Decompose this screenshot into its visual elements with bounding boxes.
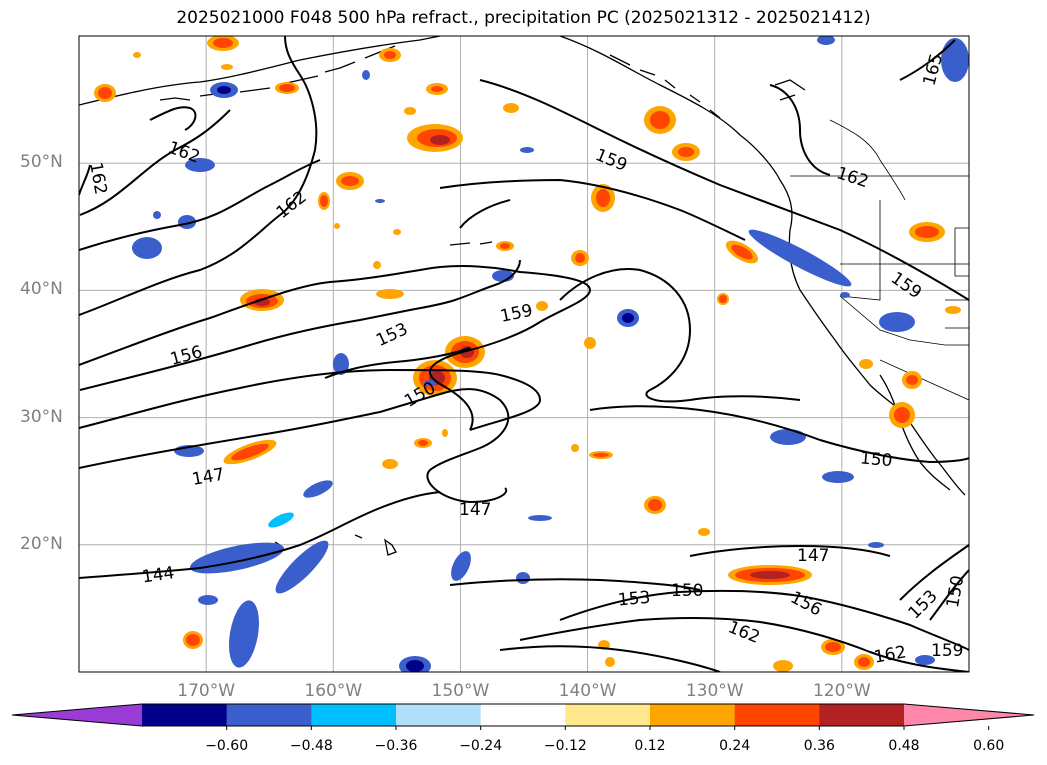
colorbar-segment xyxy=(142,704,228,726)
colorbar-tick-label: 0.48 xyxy=(888,738,920,754)
longitude-label: 160°W xyxy=(304,681,363,701)
colorbar-tick-label: 0.60 xyxy=(973,738,1005,754)
colorbar-tick-label: 0.12 xyxy=(634,738,666,754)
contour-label: 159 xyxy=(931,641,963,661)
colorbar-tick-label: 0.36 xyxy=(803,738,835,754)
colorbar-tick-label: 0.24 xyxy=(719,738,751,754)
colorbar-segment xyxy=(226,704,312,726)
colorbar-extend-min xyxy=(12,704,142,726)
colorbar-tick-label: −0.48 xyxy=(289,738,333,754)
colorbar xyxy=(11,703,1035,730)
colorbar-segment xyxy=(311,704,397,726)
colorbar-tick-label: −0.36 xyxy=(374,738,418,754)
contour-label: 159 xyxy=(592,145,630,176)
contour-label: 153 xyxy=(905,586,942,623)
contour-label: 165 xyxy=(919,51,947,88)
contour-label: 162 xyxy=(834,163,871,192)
longitude-label: 130°W xyxy=(685,681,744,701)
contour-label: 159 xyxy=(499,301,535,327)
contour-label: 159 xyxy=(887,268,925,303)
contour-label: 153 xyxy=(617,588,651,611)
latitude-label: 20°N xyxy=(20,533,63,554)
contour-label: 162 xyxy=(873,642,908,667)
colorbar-extend-max xyxy=(904,704,1034,726)
precipitation-shading xyxy=(94,36,969,672)
contour-label: 147 xyxy=(191,465,226,490)
contour-label: 147 xyxy=(797,546,829,566)
latitude-label: 40°N xyxy=(20,279,63,300)
contour-label: 162 xyxy=(273,187,311,223)
colorbar-segment xyxy=(734,704,820,726)
contour-label: 147 xyxy=(459,500,491,520)
contour-label: 156 xyxy=(168,342,205,370)
contour-label: 150 xyxy=(943,574,968,609)
boundaries xyxy=(790,119,969,401)
longitude-label: 140°W xyxy=(558,681,617,701)
colorbar-segment xyxy=(650,704,736,726)
colorbar-segment xyxy=(480,704,566,726)
colorbar-tick-label: −0.60 xyxy=(205,738,249,754)
colorbar-tick-label: −0.12 xyxy=(543,738,587,754)
colorbar-segment xyxy=(819,704,905,726)
refractivity-contours xyxy=(79,36,969,672)
map-frame xyxy=(78,35,970,673)
colorbar-segment xyxy=(565,704,651,726)
longitude-label: 150°W xyxy=(431,681,490,701)
plot-title: 2025021000 F048 500 hPa refract., precip… xyxy=(176,8,871,28)
colorbar-segment xyxy=(396,704,482,726)
longitude-label: 170°W xyxy=(177,681,236,701)
contour-label: 144 xyxy=(141,563,176,587)
contour-label: 162 xyxy=(85,161,110,196)
contour-label: 156 xyxy=(787,588,825,621)
contour-label: 150 xyxy=(671,581,703,601)
colorbar-outline xyxy=(11,703,1035,727)
latitude-label: 50°N xyxy=(20,152,63,173)
longitude-label: 120°W xyxy=(812,681,871,701)
contour-label: 153 xyxy=(373,319,411,351)
contour-label: 150 xyxy=(859,448,893,471)
colorbar-tick-label: −0.24 xyxy=(459,738,503,754)
latitude-label: 30°N xyxy=(20,406,63,427)
